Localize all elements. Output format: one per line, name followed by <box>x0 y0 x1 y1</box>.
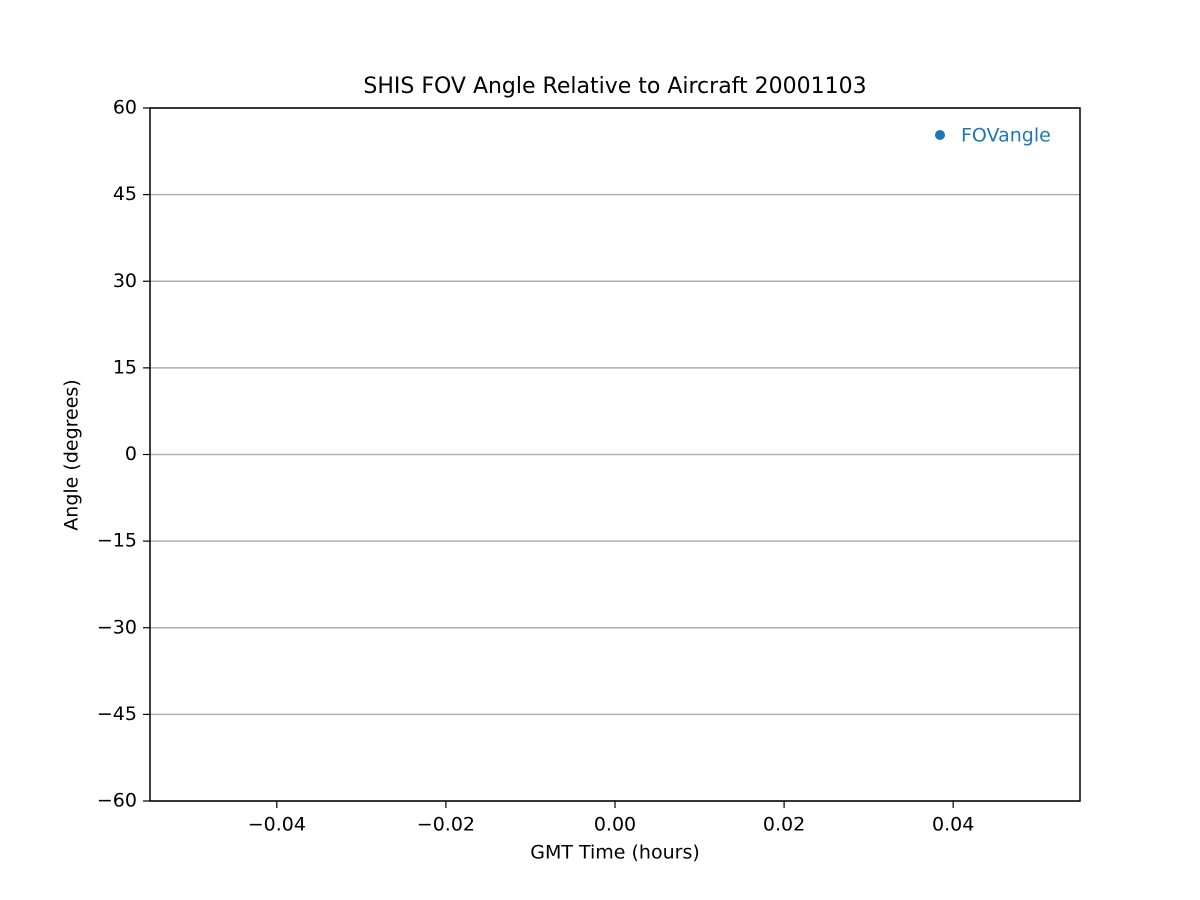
x-tick-label: −0.02 <box>417 814 475 836</box>
y-tick-label: 15 <box>113 356 137 378</box>
y-tick-label: −15 <box>97 530 137 552</box>
y-tick-label: 0 <box>125 443 137 465</box>
x-tick-label: 0.00 <box>594 814 636 836</box>
y-tick-label: −30 <box>97 616 137 638</box>
y-axis-label: Angle (degrees) <box>61 379 83 530</box>
y-tick-label: 60 <box>113 97 137 119</box>
x-tick-label: 0.02 <box>763 814 805 836</box>
x-tick-label: −0.04 <box>248 814 306 836</box>
y-tick-label: 30 <box>113 270 137 292</box>
plot-frame <box>149 107 1081 802</box>
chart-title: SHIS FOV Angle Relative to Aircraft 2000… <box>363 74 866 99</box>
x-tick-label: 0.04 <box>932 814 974 836</box>
legend-marker <box>935 130 945 140</box>
y-tick-label: 45 <box>113 183 137 205</box>
y-tick-label: −60 <box>97 790 137 812</box>
y-tick-label: −45 <box>97 703 137 725</box>
x-axis-label: GMT Time (hours) <box>530 842 700 864</box>
legend-label: FOVangle <box>961 125 1051 147</box>
